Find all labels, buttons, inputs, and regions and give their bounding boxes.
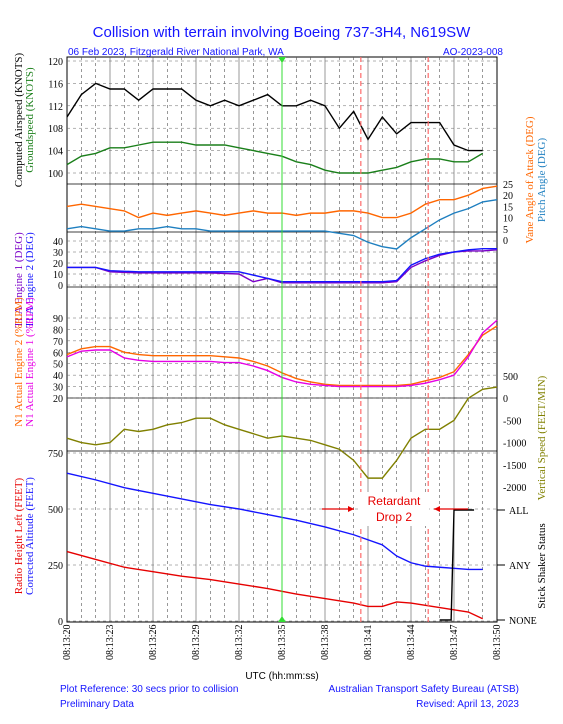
status-tick-label: ALL xyxy=(509,506,528,517)
y2-tick-label: 25 xyxy=(503,180,513,191)
y-tick-label: 116 xyxy=(48,79,63,90)
y-axis-label: N1 Actual Engine 1 (%RPM) xyxy=(24,297,36,427)
reference-marker-bottom xyxy=(278,616,286,622)
x-tick-label: 08:13:20 xyxy=(62,624,73,660)
series-line-tla-engine-2-deg xyxy=(67,247,497,283)
date-location: 06 Feb 2023, Fitzgerald River National P… xyxy=(68,47,284,58)
series-line-tla-engine-1-deg xyxy=(67,249,498,284)
y-tick-label: 0 xyxy=(58,281,63,292)
organisation-name: Australian Transport Safety Bureau (ATSB… xyxy=(328,684,519,695)
annotation-arrowhead-right xyxy=(434,506,440,512)
y-axis-label: Corrected Altitude (FEET) xyxy=(24,477,36,595)
y2-tick-label: 0 xyxy=(503,236,508,247)
y2-axis-label: Stick Shaker Status xyxy=(536,523,548,609)
y-tick-label: 120 xyxy=(48,57,63,68)
x-tick-label: 08:13:50 xyxy=(492,624,503,660)
x-tick-label: 08:13:41 xyxy=(363,624,374,660)
y-tick-label: 500 xyxy=(48,505,63,516)
y-tick-label: 60 xyxy=(53,348,63,359)
series-line-stick-shaker-status xyxy=(439,509,475,621)
annotation-text: Drop 2 xyxy=(376,510,412,524)
y-tick-label: 50 xyxy=(53,360,63,371)
x-tick-label: 08:13:29 xyxy=(191,624,202,660)
y-tick-label: 70 xyxy=(53,337,63,348)
annotation-text: Retardant xyxy=(368,494,421,508)
chart-title: Collision with terrain involving Boeing … xyxy=(92,24,471,41)
y2-tick-label: 20 xyxy=(503,191,513,202)
series-line-radio-height-left-feet xyxy=(66,550,483,620)
y-axis-label: Radio Height Left (FEET) xyxy=(13,477,25,594)
y2-tick-label: 0 xyxy=(503,394,508,405)
status-tick-label: ANY xyxy=(509,561,531,572)
y-tick-label: 90 xyxy=(53,314,63,325)
annotation-background xyxy=(359,492,429,526)
y2-tick-label: -1500 xyxy=(503,461,526,472)
x-tick-label: 08:13:32 xyxy=(234,624,245,660)
y-tick-label: 112 xyxy=(48,102,63,113)
y2-axis-label: Vertical Speed (FEET/MIN) xyxy=(536,375,548,500)
y-axis-label: N1 Actual Engine 2 (%RPM) xyxy=(13,297,25,427)
x-tick-label: 08:13:23 xyxy=(105,624,116,660)
report-id: AO-2023-008 xyxy=(442,47,503,58)
x-tick-label: 08:13:47 xyxy=(449,624,460,660)
y-tick-label: 104 xyxy=(48,147,63,158)
y2-axis-label: Vane Angle of Attack (DEG) xyxy=(524,116,536,243)
series-line-groundspeed-knots xyxy=(66,141,484,174)
y-axis-label: TLA Engine 2 (DEG) xyxy=(24,232,36,328)
y-tick-label: 80 xyxy=(53,325,63,336)
y-tick-label: 0 xyxy=(58,617,63,628)
y-axis-label: TLA Engine 1 (DEG) xyxy=(13,232,25,328)
x-tick-label: 08:13:35 xyxy=(277,624,288,660)
plot-reference-note: Plot Reference: 30 secs prior to collisi… xyxy=(60,684,239,695)
y2-axis-label: Pitch Angle (DEG) xyxy=(536,138,548,223)
y-tick-label: 108 xyxy=(48,124,63,135)
y2-tick-label: 10 xyxy=(503,214,513,225)
y-axis-label: Groundspeed (KNOTS) xyxy=(24,67,36,173)
revision-date: Revised: April 13, 2023 xyxy=(416,699,519,710)
y-axis-label: Computed Airspeed (KNOTS) xyxy=(13,52,25,187)
y-tick-label: 30 xyxy=(53,383,63,394)
y-tick-label: 40 xyxy=(53,371,63,382)
y2-tick-label: 5 xyxy=(503,225,508,236)
annotation-arrowhead-left xyxy=(348,506,354,512)
y2-tick-label: -1000 xyxy=(503,439,526,450)
y-tick-label: 250 xyxy=(48,561,63,572)
status-tick-label: NONE xyxy=(509,616,537,627)
y-tick-label: 30 xyxy=(53,248,63,259)
series-line-corrected-altitude-feet xyxy=(66,472,483,571)
x-tick-label: 08:13:26 xyxy=(148,624,159,660)
y-tick-label: 10 xyxy=(53,270,63,281)
y-tick-label: 750 xyxy=(48,449,63,460)
x-tick-label: 08:13:38 xyxy=(320,624,331,660)
y2-tick-label: 15 xyxy=(503,202,513,213)
x-tick-label: 08:13:44 xyxy=(406,624,417,660)
y2-tick-label: -2000 xyxy=(503,483,526,494)
y2-tick-label: -500 xyxy=(503,416,521,427)
series-line-computed-airspeed-knots xyxy=(66,82,483,152)
y-tick-label: 20 xyxy=(53,394,63,405)
y-tick-label: 100 xyxy=(48,169,63,180)
reference-marker-top xyxy=(278,57,286,63)
y2-tick-label: 500 xyxy=(503,372,518,383)
x-axis-label: UTC (hh:mm:ss) xyxy=(245,671,318,682)
y-tick-label: 20 xyxy=(53,259,63,270)
y-tick-label: 40 xyxy=(53,237,63,248)
data-status-note: Preliminary Data xyxy=(60,699,134,710)
